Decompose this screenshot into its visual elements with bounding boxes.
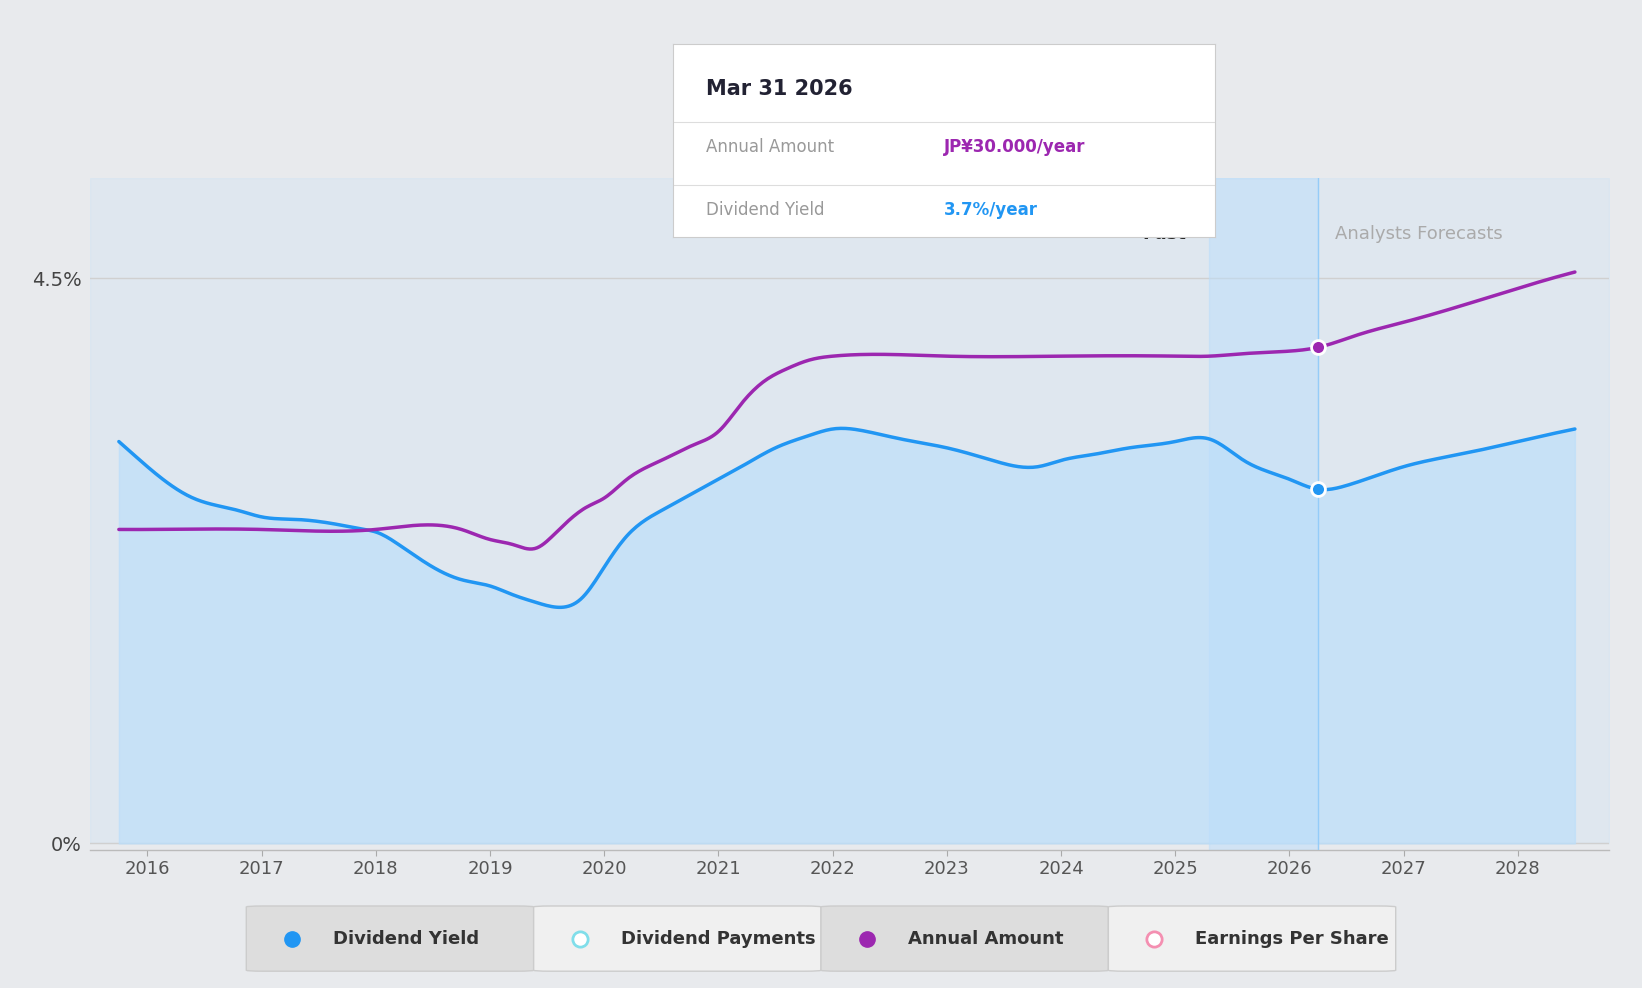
Bar [1210,178,1319,850]
Text: Annual Amount: Annual Amount [908,930,1064,947]
FancyBboxPatch shape [534,906,821,971]
Text: JP¥30.000/year: JP¥30.000/year [944,137,1085,155]
Text: Dividend Payments: Dividend Payments [621,930,816,947]
FancyBboxPatch shape [1108,906,1396,971]
Text: 3.7%/year: 3.7%/year [944,202,1038,219]
Text: Dividend Yield: Dividend Yield [333,930,479,947]
FancyBboxPatch shape [246,906,534,971]
Text: Analysts Forecasts: Analysts Forecasts [1335,225,1502,243]
FancyBboxPatch shape [821,906,1108,971]
Text: Dividend Yield: Dividend Yield [706,202,824,219]
Text: Mar 31 2026: Mar 31 2026 [706,79,852,99]
Text: Annual Amount: Annual Amount [706,137,834,155]
Text: Earnings Per Share: Earnings Per Share [1195,930,1389,947]
Text: Past: Past [1143,225,1187,243]
